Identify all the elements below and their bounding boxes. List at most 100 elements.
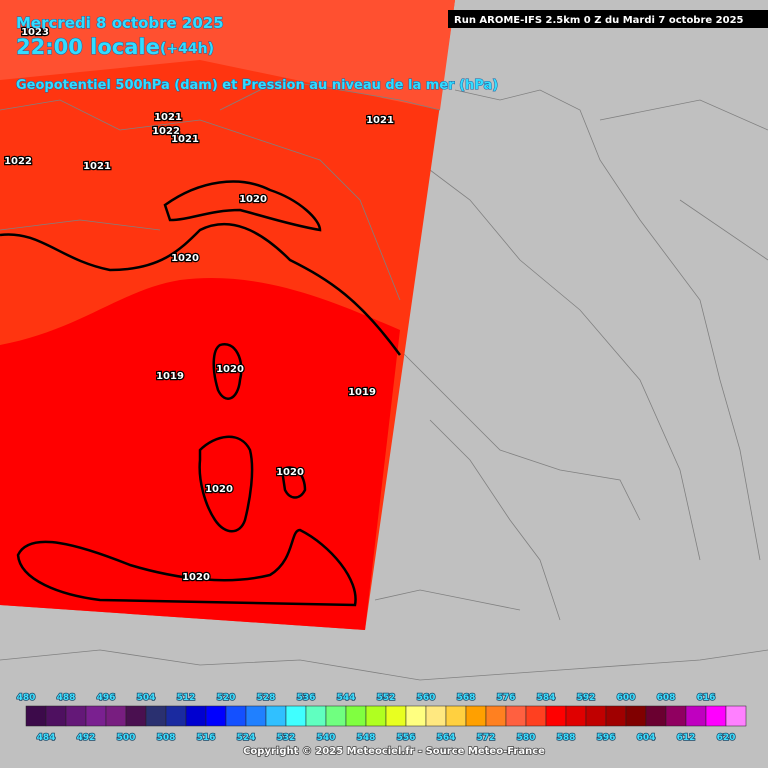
color-swatch [465, 705, 487, 727]
colorbar-label: 552 [377, 693, 396, 703]
colorbar-label: 556 [397, 733, 416, 743]
isobar-label: 1021 [171, 134, 199, 145]
color-swatch [565, 705, 587, 727]
color-swatch [645, 705, 667, 727]
colorbar-label: 592 [577, 693, 596, 703]
color-swatch [225, 705, 247, 727]
color-swatch [45, 705, 67, 727]
colorbar-label: 512 [177, 693, 196, 703]
color-swatch [285, 705, 307, 727]
color-swatch [385, 705, 407, 727]
color-swatch [525, 705, 547, 727]
color-swatch [625, 705, 647, 727]
borders-coastlines [0, 89, 768, 681]
isobar [198, 435, 254, 533]
colorbar-label: 568 [457, 693, 476, 703]
color-swatch [705, 705, 727, 727]
colorbar-panel [0, 688, 768, 768]
colorbar-label: 484 [37, 733, 56, 743]
colorbar-label: 576 [497, 693, 516, 703]
colorbar-label: 524 [237, 733, 256, 743]
isobar [0, 222, 402, 356]
color-swatch [245, 705, 267, 727]
colorbar-label: 588 [557, 733, 576, 743]
colorbar-label: 596 [597, 733, 616, 743]
colorbar-label: 548 [357, 733, 376, 743]
isobar-label: 1020 [216, 364, 244, 375]
isobar-label: 1023 [21, 27, 49, 38]
color-swatch [345, 705, 367, 727]
color-swatch [445, 705, 467, 727]
color-swatch [25, 705, 47, 727]
color-swatch [205, 705, 227, 727]
isobar [212, 343, 243, 400]
colorbar-label: 540 [317, 733, 336, 743]
colorbar-label: 600 [617, 693, 636, 703]
color-swatch [545, 705, 567, 727]
isobar-label: 1021 [154, 112, 182, 123]
color-swatch [305, 705, 327, 727]
colorbar-label: 612 [677, 733, 696, 743]
color-swatch [65, 705, 87, 727]
color-swatch [185, 705, 207, 727]
colorbar-label: 572 [477, 733, 496, 743]
colorbar-label: 560 [417, 693, 436, 703]
color-swatch [265, 705, 287, 727]
subtitle: Geopotentiel 500hPa (dam) et Pression au… [16, 78, 498, 93]
colorbar-label: 532 [277, 733, 296, 743]
colorbar-label: 500 [117, 733, 136, 743]
isobar-label: 1021 [83, 161, 111, 172]
color-swatch [605, 705, 627, 727]
run-info: Run AROME-IFS 2.5km 0 Z du Mardi 7 octob… [454, 15, 744, 26]
color-swatch [485, 705, 507, 727]
color-swatch [725, 705, 747, 727]
colorbar-label: 608 [657, 693, 676, 703]
isobar-label: 1022 [152, 126, 180, 137]
colorbar-label: 508 [157, 733, 176, 743]
colorbar-label: 480 [17, 693, 36, 703]
color-swatch [425, 705, 447, 727]
color-swatch [685, 705, 707, 727]
run-box [448, 10, 768, 28]
isobar-label: 1021 [366, 115, 394, 126]
isobar-label: 1020 [171, 253, 199, 264]
colorbar-label: 584 [537, 693, 556, 703]
isobar-label: 1020 [205, 484, 233, 495]
color-swatch [145, 705, 167, 727]
color-swatch [165, 705, 187, 727]
color-swatch [365, 705, 387, 727]
borders-coastlines [0, 79, 441, 301]
colorbar-label: 544 [337, 693, 356, 703]
colorbar-label: 564 [437, 733, 456, 743]
colorbar: 480 484 488 492 496 500 504 508 512 516 520 524 528 5… [16, 692, 747, 744]
color-swatch [105, 705, 127, 727]
isobar-label: 1020 [182, 572, 210, 583]
isobar-label: 1020 [239, 194, 267, 205]
field-zone [0, 0, 455, 110]
isobar-label: 1019 [348, 387, 376, 398]
isobar-label: 1022 [4, 156, 32, 167]
isobar-label: 1019 [156, 371, 184, 382]
lead-time: (+44h) [160, 41, 214, 57]
colorbar-label: 516 [197, 733, 216, 743]
color-swatch [85, 705, 107, 727]
isobar-label: 1020 [276, 467, 304, 478]
colorbar-label: 580 [517, 733, 536, 743]
colorbar-label: 488 [57, 693, 76, 703]
isobar [16, 528, 357, 607]
color-swatch [405, 705, 427, 727]
colorbar-label: 604 [637, 733, 656, 743]
copyright: Copyright © 2025 Meteociel.fr - Source M… [243, 746, 545, 757]
colorbar-label: 504 [137, 693, 156, 703]
colorbar-label: 536 [297, 693, 316, 703]
isobar [163, 180, 322, 232]
date: Mercredi 8 octobre 2025 [16, 14, 224, 32]
color-swatch [505, 705, 527, 727]
color-swatch [125, 705, 147, 727]
colorbar-label: 528 [257, 693, 276, 703]
colorbar-label: 620 [717, 733, 736, 743]
color-swatch [665, 705, 687, 727]
